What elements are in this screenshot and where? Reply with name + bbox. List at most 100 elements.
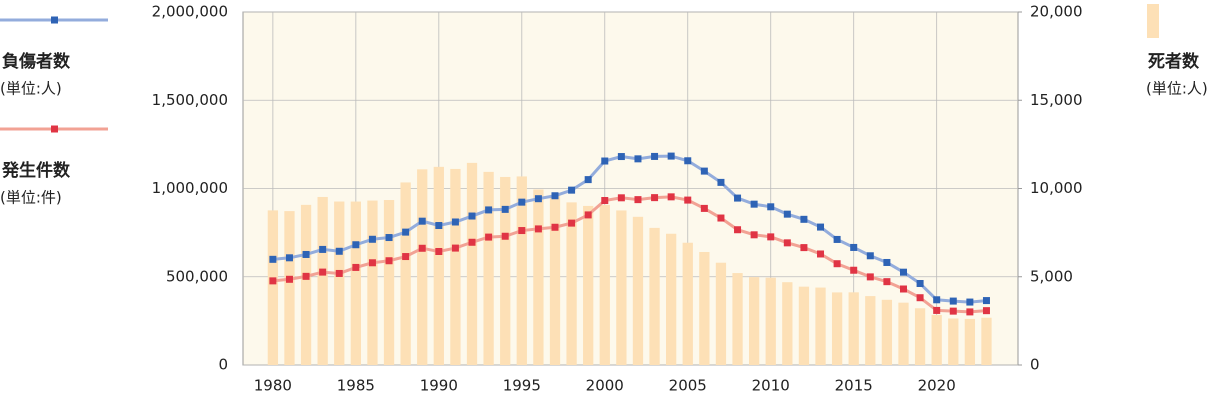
bar bbox=[948, 318, 959, 365]
marker bbox=[933, 296, 941, 304]
legend-label: 発生件数 bbox=[1, 160, 71, 181]
marker bbox=[966, 298, 974, 306]
legend-swatch bbox=[1147, 4, 1159, 38]
marker bbox=[335, 247, 343, 255]
bar bbox=[865, 296, 876, 365]
marker bbox=[700, 204, 708, 212]
marker bbox=[285, 254, 293, 262]
marker bbox=[285, 275, 293, 283]
marker bbox=[402, 253, 410, 261]
bar bbox=[815, 287, 826, 365]
bar bbox=[599, 204, 610, 365]
bar bbox=[666, 233, 677, 365]
marker bbox=[319, 268, 327, 276]
bar bbox=[516, 176, 527, 365]
bar bbox=[433, 166, 444, 365]
legend-unit: (単位:人) bbox=[0, 80, 62, 98]
bar bbox=[748, 277, 760, 365]
legend-unit: (単位:件) bbox=[0, 189, 62, 207]
marker bbox=[601, 157, 609, 165]
x-tick-label: 1995 bbox=[503, 377, 541, 395]
bar bbox=[964, 318, 976, 365]
bar bbox=[466, 162, 478, 365]
marker bbox=[651, 152, 659, 160]
marker bbox=[667, 152, 675, 160]
bar bbox=[284, 211, 295, 365]
marker bbox=[982, 297, 990, 305]
marker bbox=[302, 250, 310, 258]
bar bbox=[765, 277, 776, 365]
bar bbox=[350, 201, 361, 365]
x-tick-label: 1985 bbox=[337, 377, 375, 395]
bar bbox=[831, 292, 843, 365]
marker bbox=[883, 258, 891, 266]
x-tick-label: 1990 bbox=[420, 377, 458, 395]
marker bbox=[750, 200, 758, 208]
y2-tick-label: 10,000 bbox=[1030, 179, 1083, 197]
marker bbox=[817, 223, 825, 231]
legend-marker bbox=[51, 16, 58, 24]
marker bbox=[402, 228, 410, 236]
marker bbox=[584, 211, 592, 219]
marker bbox=[767, 233, 775, 241]
legend-label: 負傷者数 bbox=[2, 51, 71, 72]
marker bbox=[269, 277, 277, 285]
marker bbox=[949, 307, 957, 315]
marker bbox=[551, 192, 559, 200]
bar bbox=[682, 242, 693, 365]
marker bbox=[899, 285, 907, 293]
marker bbox=[568, 186, 576, 194]
marker bbox=[534, 225, 542, 233]
legend-unit: (単位:人) bbox=[1146, 80, 1208, 98]
marker bbox=[368, 259, 376, 267]
marker bbox=[850, 243, 858, 251]
marker bbox=[899, 268, 907, 276]
bar bbox=[500, 176, 511, 365]
marker bbox=[617, 194, 625, 202]
marker bbox=[966, 308, 974, 316]
bar bbox=[400, 182, 411, 365]
bar bbox=[914, 308, 926, 365]
marker bbox=[534, 195, 542, 203]
bar bbox=[549, 194, 561, 365]
marker bbox=[601, 197, 609, 205]
bar bbox=[450, 168, 461, 365]
marker bbox=[783, 210, 791, 218]
marker bbox=[335, 269, 343, 277]
bar bbox=[632, 216, 644, 365]
marker bbox=[435, 222, 443, 230]
marker bbox=[385, 257, 393, 265]
bar bbox=[881, 299, 893, 365]
y-tick-label: 500,000 bbox=[166, 267, 228, 285]
bar bbox=[931, 314, 942, 365]
marker bbox=[833, 260, 841, 268]
x-tick-label: 2000 bbox=[586, 377, 624, 395]
bar bbox=[732, 273, 743, 365]
y-tick-label: 1,500,000 bbox=[152, 91, 228, 109]
y2-tick-label: 5,000 bbox=[1030, 267, 1073, 285]
marker bbox=[949, 297, 957, 305]
x-tick-label: 2015 bbox=[835, 377, 873, 395]
marker bbox=[667, 193, 675, 201]
marker bbox=[302, 272, 310, 280]
marker bbox=[568, 219, 576, 227]
bar bbox=[417, 169, 428, 365]
x-tick-label: 2010 bbox=[752, 377, 790, 395]
bar bbox=[383, 200, 395, 365]
bar bbox=[483, 171, 494, 365]
marker bbox=[418, 217, 426, 225]
marker bbox=[800, 244, 808, 252]
bar bbox=[782, 282, 793, 365]
marker bbox=[933, 306, 941, 314]
y2-tick-label: 20,000 bbox=[1030, 3, 1083, 21]
y-tick-label: 0 bbox=[218, 356, 228, 374]
bar bbox=[649, 227, 660, 365]
bar bbox=[566, 202, 577, 365]
marker bbox=[717, 178, 725, 186]
bar bbox=[798, 286, 810, 365]
legend-label: 死者数 bbox=[1148, 51, 1200, 72]
marker bbox=[916, 294, 924, 302]
bar bbox=[583, 205, 594, 365]
marker bbox=[468, 238, 476, 246]
